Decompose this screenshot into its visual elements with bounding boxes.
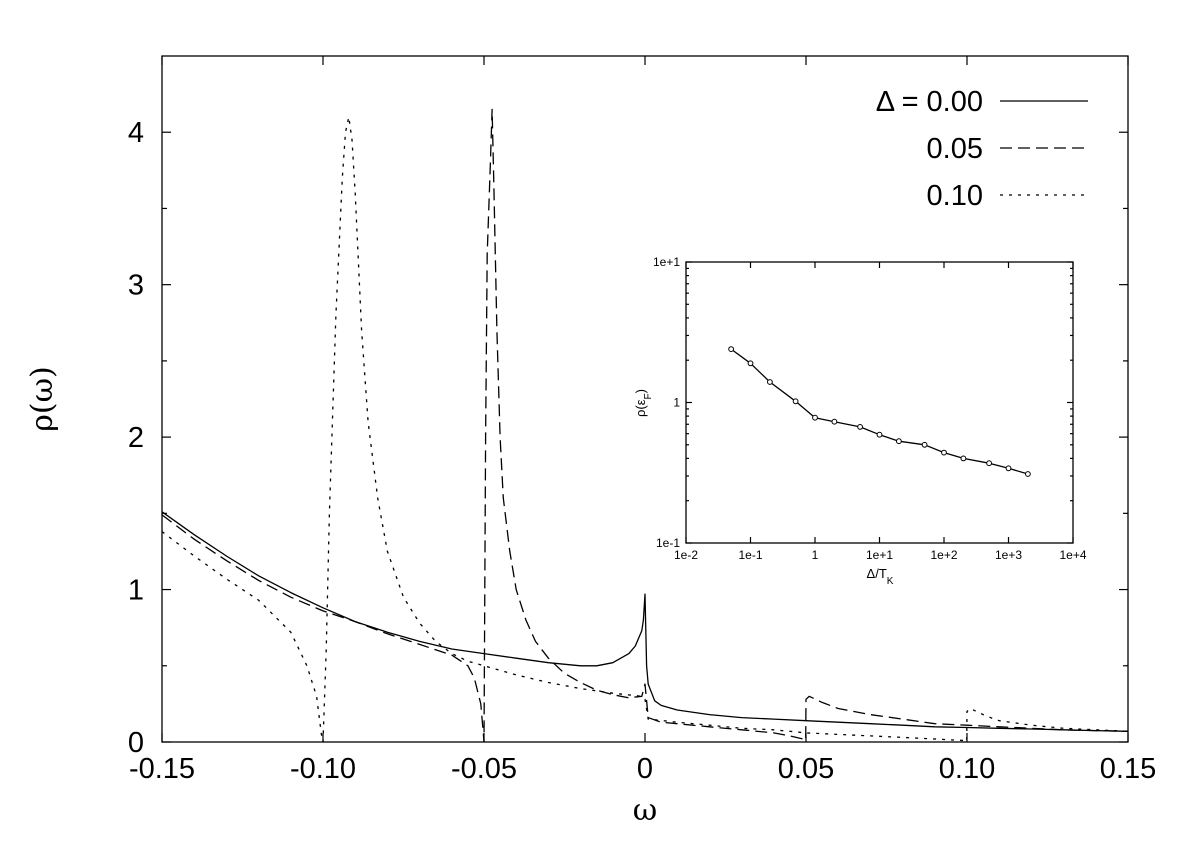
inset-data-point [1025,471,1031,477]
inset-data-point [792,398,799,405]
inset-y-tick-label: 1e+1 [653,255,680,269]
inset-x-tick-label: 1e-2 [674,548,698,562]
y-axis-label: ρ(ω) [25,366,60,432]
inset-curve [728,346,1031,477]
inset-data-point [960,455,967,462]
x-axis-label: ω [633,793,657,828]
inset-y-tick-label: 1 [673,396,680,410]
inset-series-line [730,348,1029,475]
main-axis-ticks: -0.15 -0.10 -0.05 0 0.05 0.10 0.15 0 1 2 3 4 [128,56,1156,785]
inset-data-point [728,346,734,353]
main-curves [161,108,1129,743]
inset-data-point [941,449,947,456]
inset-data-point [812,414,818,421]
main-plot: -0.15 -0.10 -0.05 0 0.05 0.10 0.15 0 1 2 3 4 ω ρ(ω) [25,55,1156,828]
inset-x-tick-label: 1e-1 [738,548,762,562]
inset-data-point [767,379,773,385]
inset-data-point [831,418,838,425]
y-tick-label: 0 [128,727,144,759]
inset-frame [685,261,1074,544]
inset-x-axis-label: Δ/TK [867,566,894,587]
x-tick-label: -0.05 [451,753,517,785]
inset-data-point [986,460,992,467]
inset-data-point [876,431,883,438]
inset-data-point [921,441,928,448]
inset-x-tick-label: 1e+4 [1059,548,1086,562]
y-tick-label: 3 [128,270,144,302]
inset-data-point [896,438,902,445]
x-tick-label: 0.15 [1100,753,1156,785]
x-tick-label: 0 [637,753,653,785]
legend-label-2: 0.10 [927,180,983,212]
series-line-2 [161,116,1129,743]
inset-y-axis-label: ρ(εF) [633,389,654,417]
inset-y-tick-label: 1e-1 [656,536,680,550]
inset-x-tick-label: 1e+2 [930,548,957,562]
legend: Δ = 0.00 0.05 0.10 [876,86,1088,212]
y-tick-label: 4 [128,117,144,149]
inset-x-tick-label: 1e+1 [866,548,893,562]
series-line-1 [161,108,1129,743]
inset-data-point [747,360,754,367]
x-tick-label: -0.10 [290,753,356,785]
series-line-0 [161,511,1129,732]
x-tick-label: 0.10 [939,753,995,785]
inset-x-tick-label: 1 [812,548,819,562]
y-tick-label: 1 [128,575,144,607]
inset-data-point [1005,465,1012,472]
legend-label-1: 0.05 [927,133,983,165]
x-tick-label: -0.15 [129,753,195,785]
x-tick-label: 0.05 [778,753,834,785]
inset-data-point [857,424,863,430]
y-tick-label: 2 [128,422,144,454]
inset-x-tick-label: 1e+3 [995,548,1022,562]
legend-label-0: Δ = 0.00 [876,86,983,118]
